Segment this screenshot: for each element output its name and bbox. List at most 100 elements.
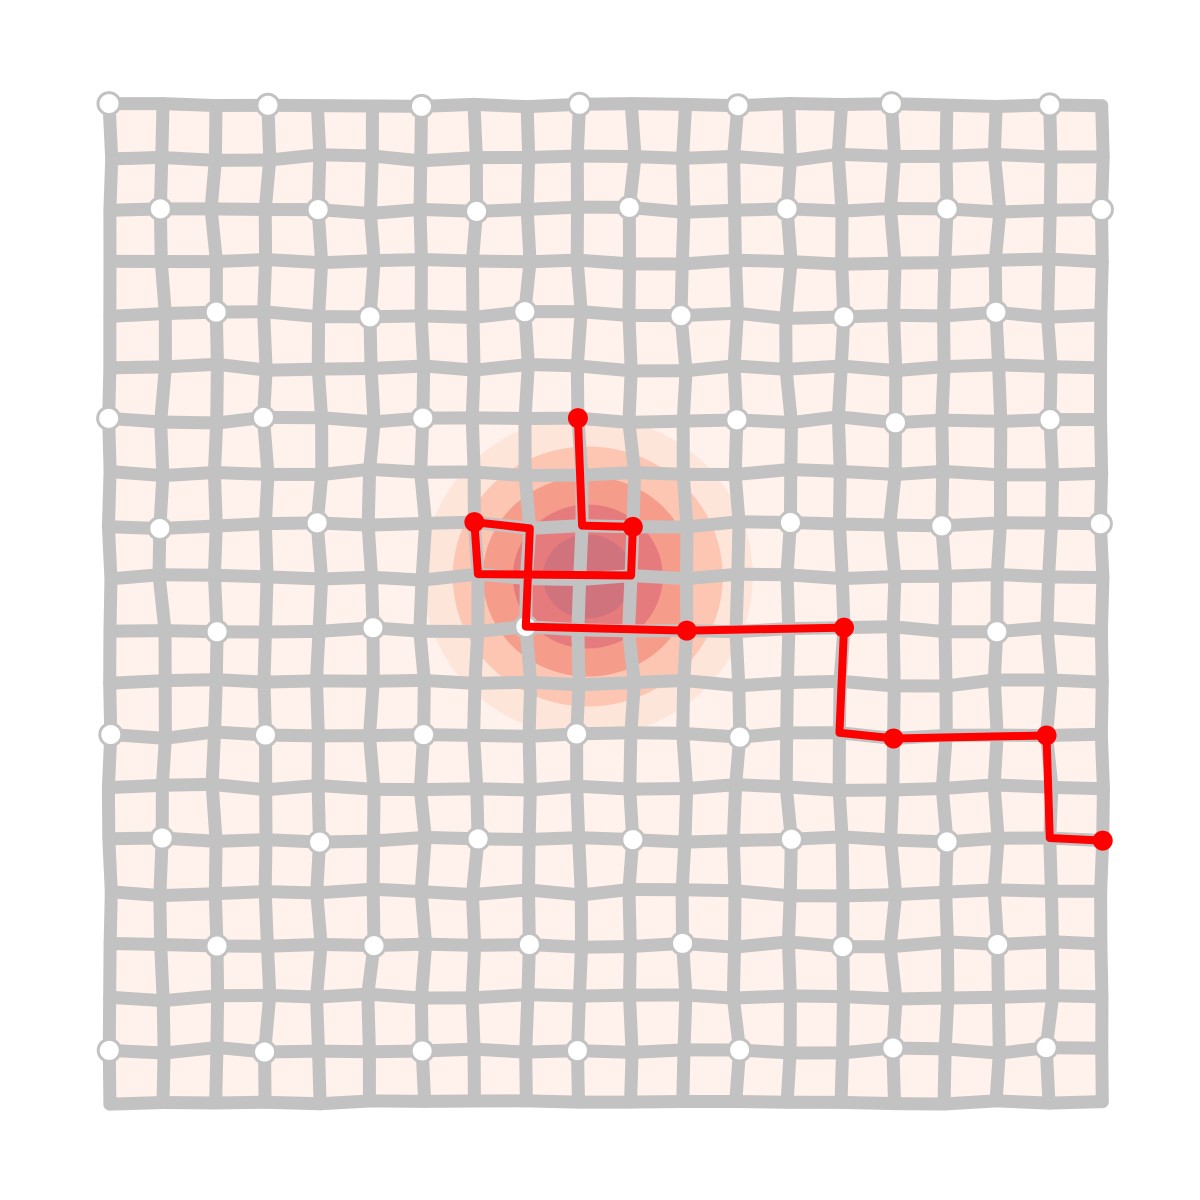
grid-edge [779, 359, 848, 376]
grid-edge [728, 935, 795, 954]
grid-edge [366, 782, 381, 848]
grid-edge [522, 783, 537, 847]
grid-edge [624, 1045, 639, 1109]
grid-edge [991, 989, 1060, 1004]
landmark-node [778, 826, 804, 852]
grid-edge [465, 411, 481, 479]
landmark-node [1088, 197, 1114, 223]
grid-edge [622, 569, 638, 638]
grid-edge [570, 305, 588, 373]
landmark-node [727, 724, 753, 750]
grid-edge [784, 255, 849, 271]
grid-edge [624, 97, 693, 111]
grid-edge [574, 883, 636, 902]
grid-edge [575, 940, 637, 954]
grid-edge [1040, 570, 1056, 635]
grid-edge [521, 988, 586, 1003]
landmark-node [147, 515, 173, 541]
landmark-node [96, 405, 122, 431]
grid-edge [315, 570, 379, 586]
landmark-node [934, 829, 960, 855]
grid-edge [204, 153, 222, 216]
grid-edge [465, 883, 536, 902]
grid-edge [571, 623, 586, 692]
grid-edge [522, 833, 536, 897]
grid-edge [935, 778, 1001, 796]
grid-edge [991, 990, 1006, 1060]
grid-edge [938, 569, 953, 639]
grid-edge [728, 253, 744, 320]
grid-edge [413, 154, 428, 216]
landmark-node [410, 405, 436, 431]
grid-edge [939, 883, 1001, 899]
landmark-node [307, 829, 333, 855]
grid-edge [729, 1094, 794, 1109]
grid-edge [465, 254, 537, 269]
grid-edge [1040, 621, 1058, 687]
grid-edge [676, 1043, 691, 1109]
grid-edge [937, 1094, 1003, 1111]
grid-edge [729, 778, 793, 794]
landmark-node [727, 1037, 753, 1063]
grid-edge [523, 519, 589, 535]
grid-edge [782, 96, 797, 168]
grid-edge [520, 150, 536, 216]
grid-edge [623, 782, 694, 796]
grid-edge [260, 937, 328, 953]
grid-edge [518, 357, 535, 425]
grid-edge [989, 1094, 1056, 1110]
grid-edge [731, 515, 746, 581]
grid-edge [257, 305, 273, 377]
grid-edge [679, 988, 740, 1005]
grid-edge [156, 994, 171, 1060]
grid-edge [258, 153, 277, 216]
grid-edge [571, 573, 587, 637]
grid-edge [101, 465, 117, 534]
grid-edge [1042, 1095, 1109, 1110]
grid-edge [883, 149, 902, 215]
grid-edge [935, 413, 950, 478]
grid-edge [208, 834, 223, 901]
grid-edge [781, 889, 797, 949]
grid-edge [1042, 570, 1110, 585]
grid-edge [784, 462, 847, 478]
grid-edge [366, 882, 428, 899]
grid-edge [522, 883, 588, 902]
grid-edge [887, 308, 903, 378]
grid-edge [987, 147, 1058, 164]
grid-edge [936, 464, 1007, 482]
grid-edge [937, 256, 952, 323]
landmark-node [304, 510, 330, 536]
grid-edge [103, 674, 172, 690]
grid-edge [101, 778, 169, 795]
grid-edge [783, 147, 845, 168]
grid-edge [889, 991, 955, 1006]
grid-edge [987, 147, 1007, 219]
grid-edge [210, 357, 273, 377]
landmark-node [147, 196, 173, 222]
grid-edge [315, 254, 381, 270]
landmark-node [464, 198, 490, 224]
grid-edge [103, 936, 168, 951]
grid-edge [468, 624, 485, 690]
grid-edge [784, 416, 798, 476]
grid-edge [102, 832, 118, 899]
landmark-node [929, 513, 955, 539]
grid-edge [465, 888, 482, 952]
grid-edge [257, 625, 272, 689]
landmark-node [1037, 92, 1063, 118]
landmark-node [253, 722, 279, 748]
grid-edge [574, 305, 636, 322]
grid-edge [103, 885, 118, 950]
grid-edge [207, 519, 223, 582]
grid-edge [209, 1095, 272, 1110]
grid-edge [675, 205, 691, 271]
grid-edge [987, 831, 1005, 897]
grid-edge [939, 885, 954, 949]
grid-edge [1041, 310, 1058, 374]
grid-edge [1040, 621, 1108, 639]
landmark-node [98, 722, 124, 748]
grid-edge [315, 462, 377, 482]
grid-edge [1042, 516, 1059, 584]
